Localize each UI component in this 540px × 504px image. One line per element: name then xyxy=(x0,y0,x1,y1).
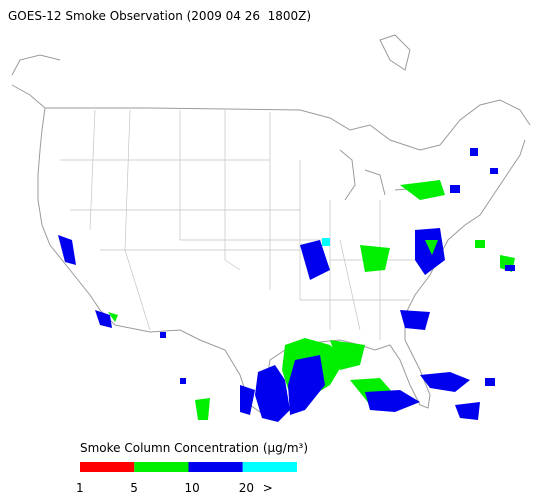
legend-bar xyxy=(80,462,297,472)
legend-label: 1 xyxy=(76,481,84,495)
map-title: GOES-12 Smoke Observation (2009 04 26 18… xyxy=(8,9,311,23)
legend-title: Smoke Column Concentration (μg/m³) xyxy=(80,441,308,455)
base-map xyxy=(11,34,531,413)
legend-swatch xyxy=(242,462,297,472)
legend-swatch xyxy=(134,462,189,472)
legend-swatch xyxy=(188,462,243,472)
legend-label: > xyxy=(263,481,273,495)
legend-swatch xyxy=(80,462,135,472)
legend-label: 5 xyxy=(130,481,138,495)
legend-label: 10 xyxy=(185,481,200,495)
smoke-pixels xyxy=(58,148,515,422)
legend-labels: 1 5 10 20 > xyxy=(76,481,273,495)
legend-label: 20 xyxy=(239,481,254,495)
